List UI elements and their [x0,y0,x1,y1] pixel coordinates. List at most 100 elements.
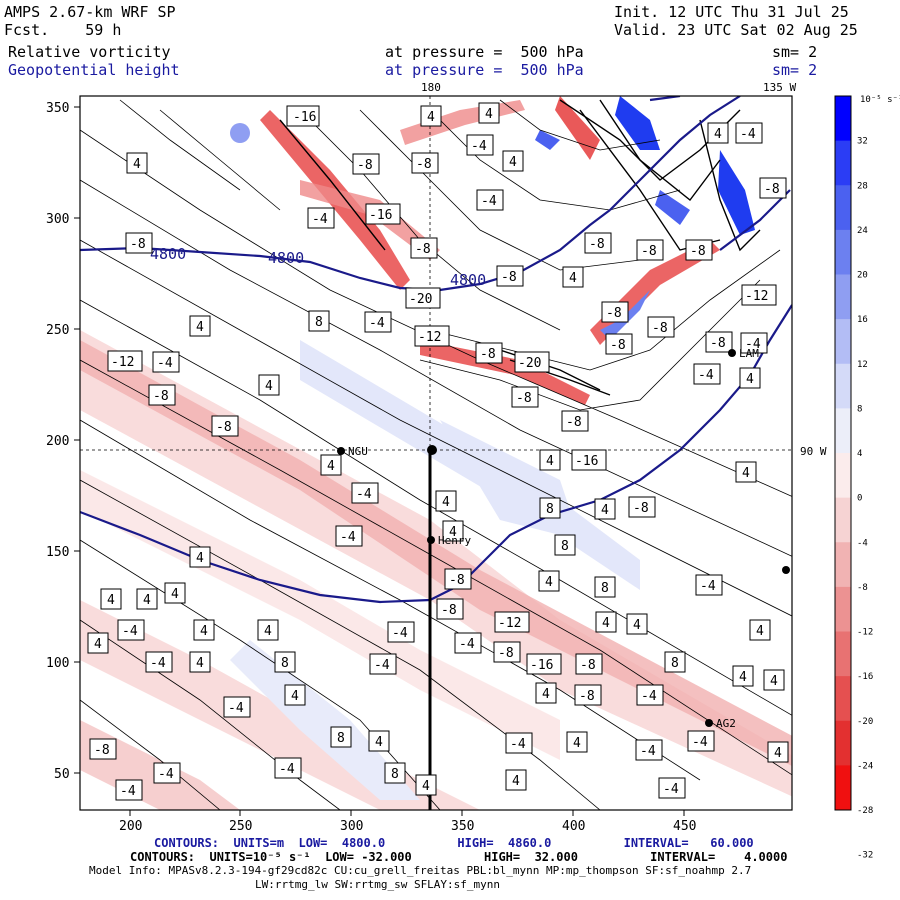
svg-text:-20: -20 [409,292,432,307]
vorticity-label: 8 [384,762,406,784]
positive-core-1 [615,96,660,150]
y-tick: 50 [54,767,70,782]
colorbar-swatch [835,631,851,677]
vorticity-label: 4 [539,449,561,471]
vorticity-label: -4 [145,651,173,673]
svg-text:4: 4 [107,593,115,608]
svg-text:-8: -8 [501,270,517,285]
vorticity-label: -4 [505,732,533,754]
model-info: Model Info: MPASv8.2.3-194-gf29cd82c CU:… [89,864,752,877]
colorbar-tick: 16 [857,315,868,325]
svg-text:-4: -4 [700,579,716,594]
y-tick-labels: 350 300 250 200 150 100 50 [46,101,70,782]
lon-135w-label: 135 W [763,81,796,94]
vorticity-label: 4 [320,454,342,476]
colorbar-swatch [835,720,851,766]
vorticity-label: 8 [308,310,330,332]
colorbar-swatch [835,140,851,186]
svg-text:-8: -8 [633,501,649,516]
vorticity-labels: -16 4 4 -4 4 -8 -8 4 -4 4 -8 -4 -4 -16 -… [87,102,789,801]
vorticity-label: -8 [584,232,612,254]
colorbar-swatch [835,319,851,365]
svg-text:-16: -16 [575,454,598,469]
vorticity-label: -8 [759,177,787,199]
vorticity-label: -4 [115,779,143,801]
vorticity-label: 4 [749,619,771,641]
colorbar-tick: 0 [857,494,862,504]
vorticity-label: -8 [475,342,503,364]
svg-text:-8: -8 [449,573,465,588]
field2-name: Geopotential height [8,61,180,79]
svg-text:-4: -4 [158,767,174,782]
station-ag2-marker [705,719,713,727]
colorbar-swatch [835,542,851,588]
vorticity-label: -8 [605,333,633,355]
svg-text:-4: -4 [340,530,356,545]
vorticity-label: -4 [335,525,363,547]
colorbar-swatch [835,229,851,275]
vorticity-label: 4 [164,582,186,604]
x-tick: 400 [562,819,585,834]
station-ag2-label: AG2 [716,717,736,730]
vorticity-label: 4 [594,498,616,520]
height-contour-north-ext [609,96,741,211]
svg-text:8: 8 [671,656,679,671]
svg-text:-16: -16 [293,110,316,125]
vorticity-label: 4 [707,122,729,144]
colorbar-tick: 32 [857,137,868,147]
svg-text:-4: -4 [471,139,487,154]
vorticity-label: 4 [368,730,390,752]
svg-text:-4: -4 [374,658,390,673]
vorticity-label: 4 [87,632,109,654]
svg-text:4: 4 [442,495,450,510]
colorbar-swatch [835,96,851,142]
vorticity-label: 4 [502,150,524,172]
vorticity-label: -8 [561,410,589,432]
vorticity-label: 8 [330,726,352,748]
height-label: 4800 [150,245,186,263]
vorticity-label: -8 [410,237,438,259]
vorticity-label: 8 [594,576,616,598]
svg-text:-8: -8 [441,603,457,618]
height-contour-ne2 [719,189,791,251]
vorticity-label: 4 [735,461,757,483]
vorticity-label: -20 [514,351,550,373]
field2-pressure: at pressure = 500 hPa [385,61,584,79]
svg-text:4: 4 [171,587,179,602]
vorticity-label: -4 [387,621,415,643]
vorticity-label: -4 [274,757,302,779]
svg-text:-8: -8 [641,244,657,259]
svg-text:-8: -8 [710,336,726,351]
vorticity-label: 4 [562,266,584,288]
y-tick: 150 [46,545,69,560]
colorbar-tick: -24 [857,761,873,771]
height-contour-south [80,304,792,604]
colorbar-swatch [835,363,851,409]
vorticity-label: 4 [189,315,211,337]
vorticity-label: -12 [741,284,777,306]
lon-180-label: 180 [421,81,441,94]
colorbar-tick: 28 [857,181,868,191]
svg-text:4: 4 [133,157,141,172]
vorticity-label: -4 [466,134,494,156]
vorticity-label: -12 [107,350,143,372]
svg-text:-8: -8 [690,244,706,259]
y-tick: 350 [46,101,69,116]
colorbar-tick: 24 [857,226,868,236]
vorticity-label: -4 [351,482,379,504]
vorticity-label: 4 [126,152,148,174]
svg-text:4: 4 [196,551,204,566]
vorticity-label: -4 [735,122,763,144]
svg-text:8: 8 [281,656,289,671]
vorticity-label: 4 [505,769,527,791]
svg-text:-4: -4 [392,626,408,641]
x-tick: 300 [340,819,363,834]
svg-text:-4: -4 [663,782,679,797]
vorticity-label: 4 [136,588,158,610]
vorticity-label: -4 [635,739,663,761]
valid-time: Valid. 23 UTC Sat 02 Aug 25 [614,21,858,39]
svg-text:4: 4 [485,107,493,122]
vorticity-label: -8 [352,153,380,175]
svg-text:4: 4 [602,616,610,631]
svg-text:-8: -8 [130,237,146,252]
